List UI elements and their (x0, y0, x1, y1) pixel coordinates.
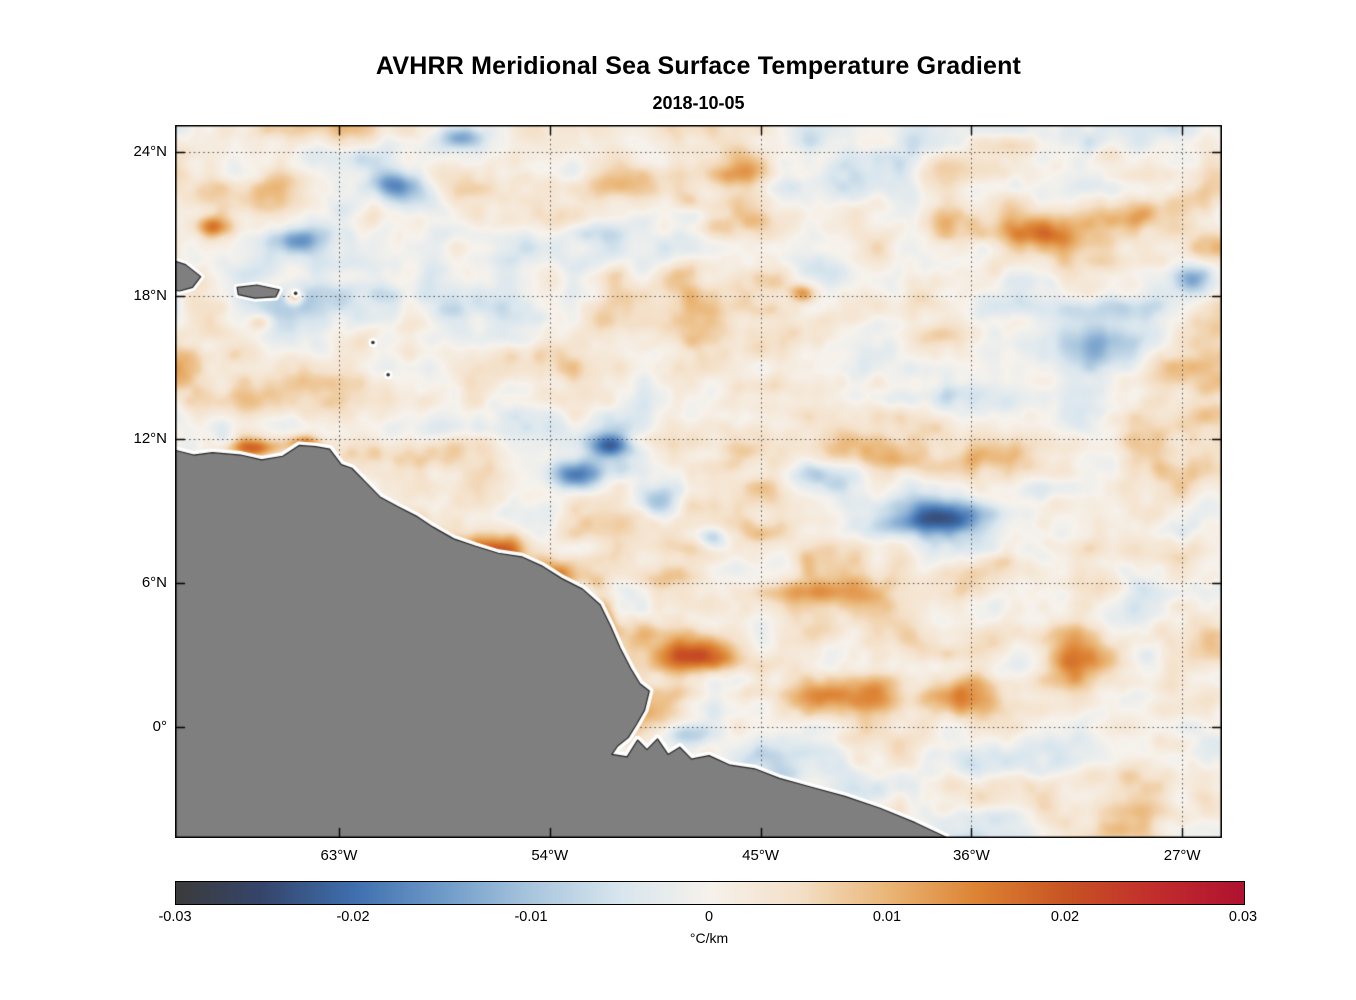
plot-area (175, 125, 1222, 838)
chart-title: AVHRR Meridional Sea Surface Temperature… (375, 52, 1022, 80)
y-axis-tick-label: 6°N (141, 574, 167, 592)
x-axis-tick-label: 54°W (531, 847, 569, 864)
colorbar-tick-label: 0.01 (872, 909, 902, 925)
colorbar-gradient (176, 882, 1244, 904)
colorbar-label: °C/km (689, 930, 729, 946)
heatmap-canvas (175, 125, 1222, 838)
x-axis-tick-label: 27°W (1163, 847, 1201, 864)
y-axis-tick-label: 12°N (133, 430, 167, 448)
colorbar-tick-label: -0.02 (336, 909, 370, 925)
colorbar-tick-label: 0.03 (1228, 909, 1258, 925)
colorbar-tick-label: -0.01 (514, 909, 548, 925)
colorbar-tick-label: 0 (704, 909, 714, 925)
y-axis-tick-label: 24°N (133, 143, 167, 161)
y-axis-tick-label: 0° (152, 717, 167, 735)
chart-subtitle: 2018-10-05 (652, 93, 745, 113)
x-axis-tick-label: 63°W (320, 847, 358, 864)
colorbar-tick-label: 0.02 (1050, 909, 1080, 925)
x-axis-tick-label: 36°W (952, 847, 990, 864)
colorbar (175, 881, 1245, 905)
y-axis-tick-label: 18°N (133, 286, 167, 304)
x-axis-tick-label: 45°W (742, 847, 779, 864)
colorbar-tick-label: -0.03 (158, 909, 192, 925)
